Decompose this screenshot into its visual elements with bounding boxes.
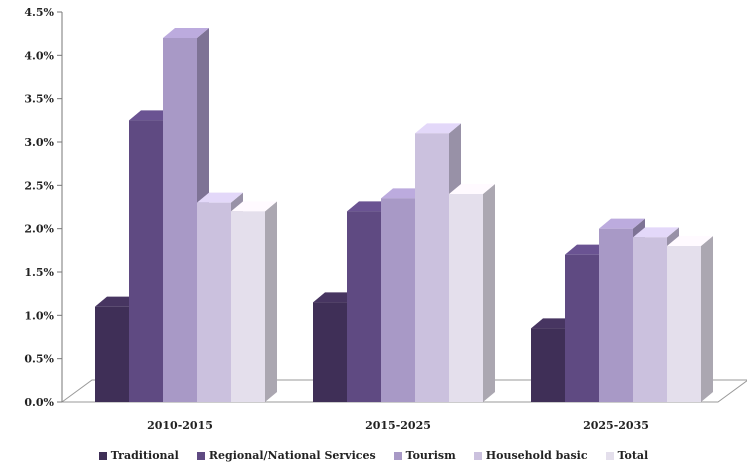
bar-top bbox=[667, 236, 713, 246]
legend-swatch bbox=[196, 451, 205, 460]
bar-front bbox=[415, 133, 449, 403]
bar-top bbox=[415, 123, 461, 134]
chart-bars bbox=[95, 28, 713, 403]
legend-label: Tourism bbox=[405, 449, 456, 462]
x-category-label: 2010-2015 bbox=[147, 419, 213, 432]
y-tick-label: 3.5% bbox=[24, 93, 54, 106]
y-tick-label: 4.5% bbox=[24, 6, 54, 19]
y-tick-label: 0.5% bbox=[24, 353, 54, 366]
bar-total-2010-2015 bbox=[231, 201, 277, 402]
bar-front bbox=[231, 211, 265, 402]
y-tick-label: 0.0% bbox=[24, 396, 54, 409]
bar-front bbox=[163, 38, 197, 402]
bar-front bbox=[95, 306, 129, 402]
bar-front bbox=[565, 254, 599, 402]
legend-item: Tourism bbox=[393, 449, 456, 462]
x-category-label: 2015-2025 bbox=[365, 419, 431, 432]
legend-swatch bbox=[98, 451, 107, 460]
bar-front bbox=[531, 328, 565, 402]
bar-front bbox=[313, 302, 347, 402]
x-axis-categories: 2010-2015 2015-2025 2025-2035 bbox=[147, 419, 649, 432]
y-tick-label: 3.0% bbox=[24, 136, 54, 149]
bar-total-2025-2035 bbox=[667, 236, 713, 402]
bar-top bbox=[449, 184, 495, 194]
y-tick-label: 1.0% bbox=[24, 309, 54, 322]
y-tick-label: 4.0% bbox=[24, 49, 54, 62]
bar-side bbox=[265, 201, 277, 402]
legend-item: Traditional bbox=[98, 449, 179, 462]
y-axis-ticks: 0.0% 0.5% 1.0% 1.5% 2.0% 2.5% 3.0% 3.5% 4.0% 4.5% bbox=[24, 6, 62, 409]
bar-front bbox=[129, 120, 163, 402]
bar-front bbox=[599, 228, 633, 402]
bar-front bbox=[667, 246, 701, 402]
x-category-label: 2025-2035 bbox=[583, 419, 649, 432]
chart-legend: Traditional Regional/National Services Tou… bbox=[0, 449, 747, 462]
bar-front bbox=[633, 237, 667, 402]
bar-total-2015-2025 bbox=[449, 184, 495, 402]
bar-top bbox=[633, 227, 679, 238]
bar-front bbox=[347, 211, 381, 402]
legend-label: Household basic bbox=[485, 449, 588, 462]
legend-item: Household basic bbox=[473, 449, 588, 462]
bar-front bbox=[197, 202, 231, 402]
y-tick-label: 2.5% bbox=[24, 179, 54, 192]
legend-label: Regional/National Services bbox=[208, 449, 376, 462]
bar-side bbox=[483, 184, 495, 402]
legend-item: Regional/National Services bbox=[196, 449, 376, 462]
legend-swatch bbox=[393, 451, 402, 460]
legend-swatch bbox=[605, 451, 614, 460]
bar-top bbox=[163, 28, 209, 38]
bar-top bbox=[197, 192, 243, 203]
y-tick-label: 2.0% bbox=[24, 223, 54, 236]
bar-front bbox=[449, 194, 483, 402]
legend-swatch bbox=[473, 451, 482, 460]
bar-side bbox=[701, 236, 713, 402]
bar-top bbox=[231, 201, 277, 212]
y-tick-label: 1.5% bbox=[24, 266, 54, 279]
bar-chart: 0.0% 0.5% 1.0% 1.5% 2.0% 2.5% 3.0% 3.5% 4.0% 4.5%… bbox=[24, 6, 747, 432]
legend-label: Total bbox=[617, 449, 649, 462]
bar-front bbox=[381, 198, 415, 402]
bar-top bbox=[599, 218, 645, 229]
legend-item: Total bbox=[605, 449, 649, 462]
legend-label: Traditional bbox=[110, 449, 179, 462]
